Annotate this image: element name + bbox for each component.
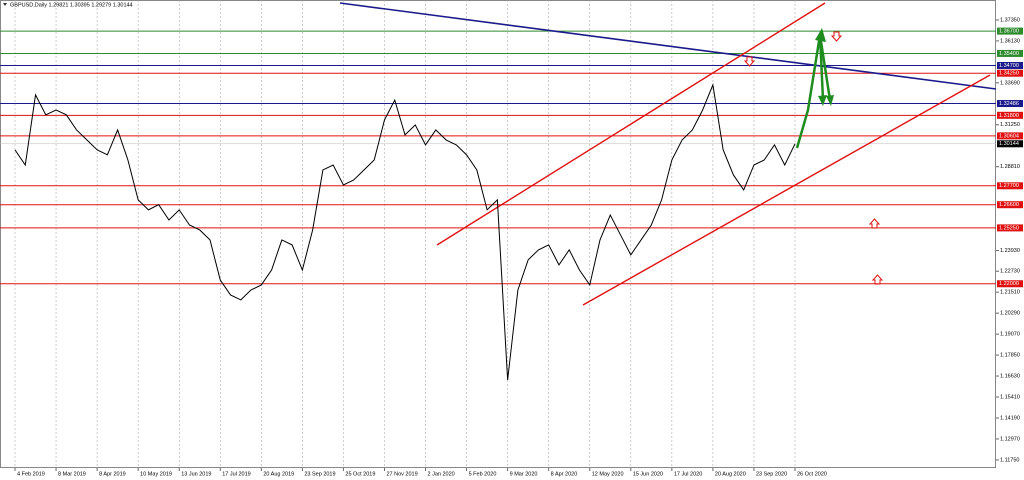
- price-label: 1.31800: [999, 113, 1019, 119]
- x-tick-label: 10 May 2019: [140, 471, 172, 477]
- price-box: [997, 140, 1023, 148]
- x-tick-label: 13 Jun 2019: [181, 471, 211, 477]
- price-box: [997, 111, 1023, 119]
- series: [14, 83, 796, 381]
- menu-icon: [3, 3, 7, 6]
- chart-title: GBPUSD,Daily 1.29821 1.30395 1.29279 1.3…: [10, 2, 133, 8]
- price-box: [997, 201, 1023, 209]
- buy-arrow: [871, 274, 884, 285]
- y-axis: 4 Feb 2019 8 Mar 2019 8 Apr 2019 10 May 201…: [14, 17, 1023, 477]
- y-tick-label: 1.23930: [1000, 248, 1020, 254]
- price-label: 1.34250: [999, 71, 1019, 77]
- buy-arrow: [868, 218, 881, 229]
- forecast-arrow: [795, 34, 825, 149]
- x-tick-label: 15 Jun 2020: [633, 471, 663, 477]
- y-tick-label: 1.28810: [1000, 164, 1020, 170]
- x-tick-label: 23 Sep 2019: [304, 471, 335, 477]
- price-box: [997, 280, 1023, 288]
- x-tick-label: 25 Oct 2019: [345, 471, 375, 477]
- price-box: [997, 49, 1023, 57]
- arrow-head: [815, 28, 826, 42]
- y-tick-label: 1.11750: [1000, 457, 1019, 463]
- arrow-head: [826, 95, 834, 106]
- x-tick-label: 17 Jul 2020: [674, 471, 702, 477]
- y-tick-label: 1.14190: [1000, 415, 1020, 421]
- y-tick-label: 1.17850: [1000, 353, 1020, 359]
- price-label: 1.30144: [999, 141, 1019, 147]
- x-tick-label: 4 Feb 2019: [17, 471, 45, 477]
- y-tick-label: 1.37350: [1000, 17, 1020, 23]
- x-tick-label: 8 Mar 2019: [58, 471, 86, 477]
- x-tick-label: 8 Apr 2019: [99, 471, 126, 477]
- channel-line: [436, 2, 826, 246]
- sell-arrow: [830, 31, 843, 42]
- x-tick-label: 8 Apr 2020: [551, 471, 578, 477]
- price-label: 1.27700: [999, 183, 1019, 189]
- x-tick-label: 17 Jul 2019: [222, 471, 250, 477]
- arrow-head: [818, 95, 827, 106]
- price-label: 1.32486: [999, 101, 1019, 107]
- price-label: 1.26600: [999, 202, 1019, 208]
- channel-line: [582, 74, 991, 306]
- y-tick-label: 1.36130: [1000, 38, 1020, 44]
- price-box: [997, 69, 1023, 77]
- x-tick-label: 12 May 2020: [592, 471, 624, 477]
- y-tick-label: 1.19070: [1000, 332, 1020, 338]
- x-tick-label: 5 Feb 2020: [469, 471, 497, 477]
- x-tick-label: 23 Sep 2020: [756, 471, 787, 477]
- x-tick-label: 27 Nov 2019: [386, 471, 417, 477]
- y-tick-label: 1.16630: [1000, 374, 1020, 380]
- y-tick-label: 1.12970: [1000, 436, 1020, 442]
- price-label: 1.34700: [999, 63, 1019, 69]
- y-tick-label: 1.15410: [1000, 394, 1020, 400]
- price-box: [997, 132, 1023, 140]
- y-tick-label: 1.22730: [1000, 269, 1020, 275]
- forecast-arrow: [818, 34, 832, 101]
- price-label: 1.36700: [999, 29, 1019, 35]
- x-tick-label: 20 Aug 2019: [263, 471, 294, 477]
- plot-frame: [0, 0, 996, 468]
- price-box: [997, 27, 1023, 35]
- x-tick-label: 2 Jan 2020: [428, 471, 455, 477]
- trend-line: [339, 2, 997, 90]
- x-tick-label: 20 Aug 2020: [715, 471, 746, 477]
- price-label: 1.35400: [999, 51, 1019, 57]
- price-box: [997, 61, 1023, 69]
- y-tick-label: 1.21510: [1000, 290, 1020, 296]
- price-box: [997, 224, 1023, 232]
- sell-arrow: [743, 56, 756, 67]
- price-box: [997, 182, 1023, 190]
- y-tick-label: 1.31250: [1000, 122, 1020, 128]
- price-line: [14, 83, 796, 381]
- price-label: 1.30604: [999, 133, 1019, 139]
- price-box: [997, 100, 1023, 108]
- levels: [0, 30, 996, 285]
- y-tick-label: 1.20290: [1000, 311, 1020, 317]
- x-tick-label: 9 Mar 2020: [510, 471, 538, 477]
- price-label: 1.22000: [999, 281, 1019, 287]
- y-tick-label: 1.33690: [1000, 80, 1020, 86]
- grid: [14, 0, 796, 468]
- x-tick-label: 26 Oct 2020: [797, 471, 827, 477]
- price-label: 1.25250: [999, 225, 1019, 231]
